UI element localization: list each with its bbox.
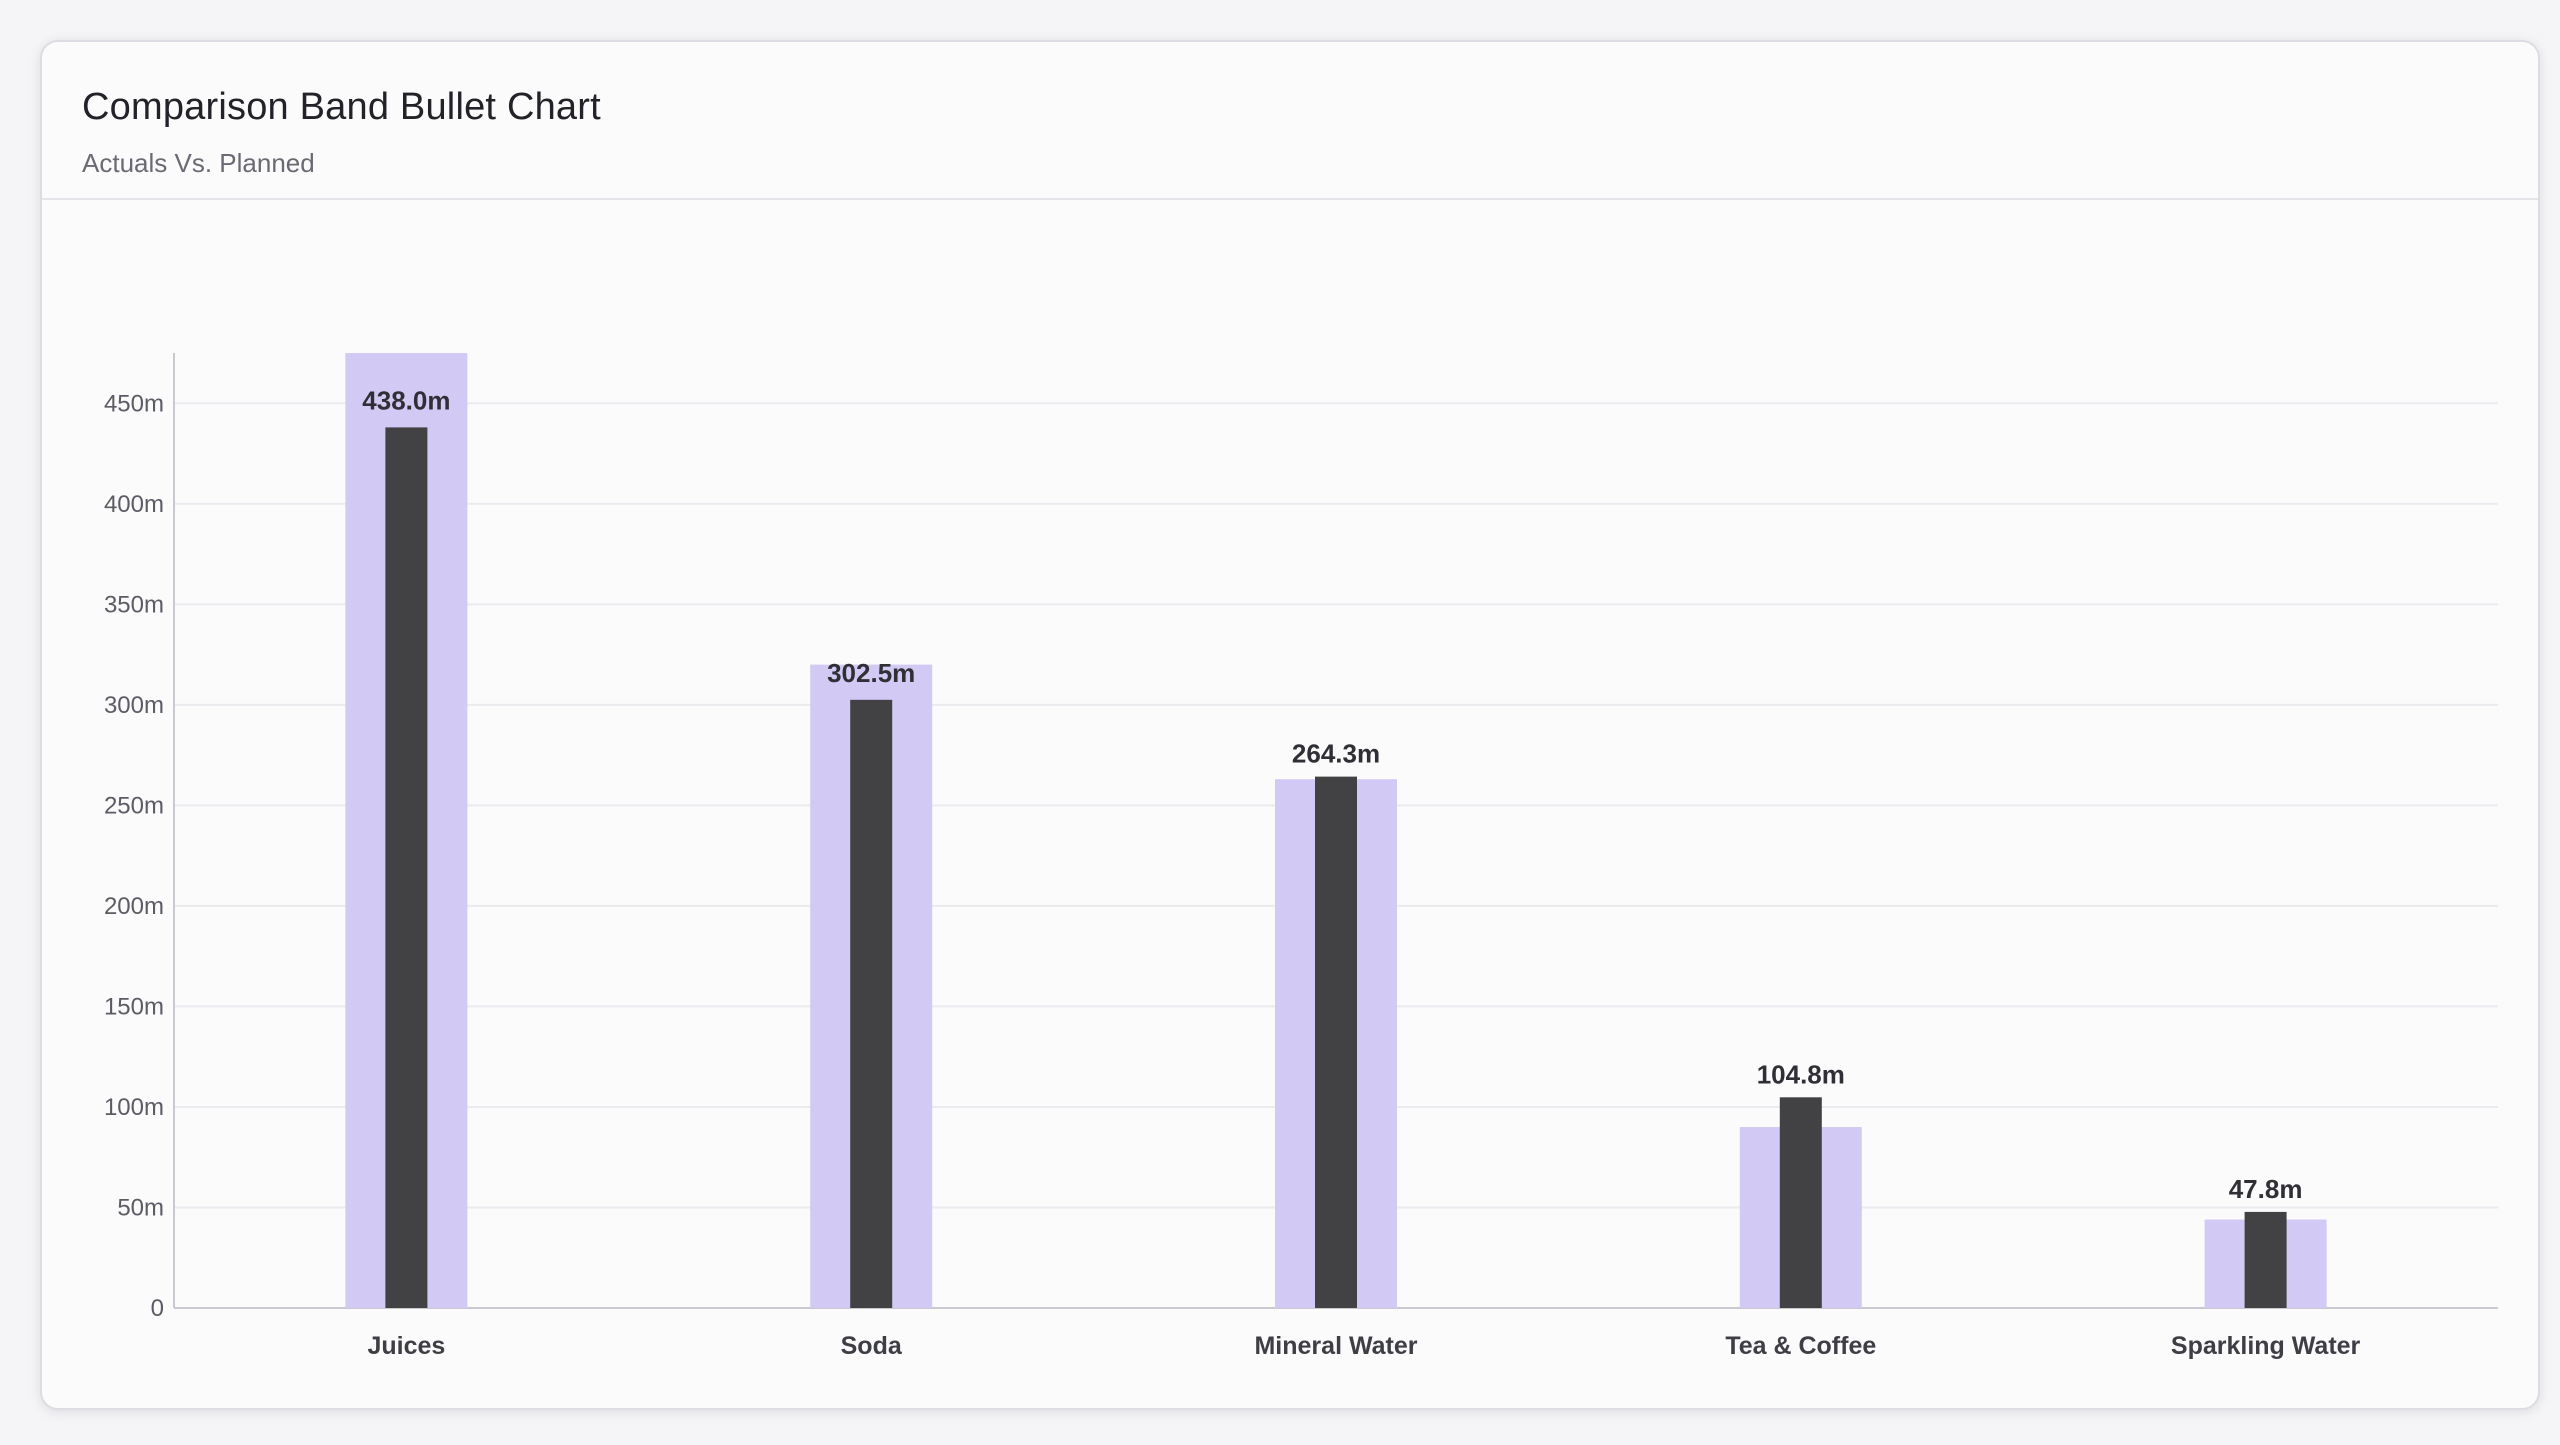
y-tick-label: 200m	[104, 893, 164, 920]
y-tick-label: 50m	[117, 1194, 164, 1221]
y-tick-label: 400m	[104, 491, 164, 518]
y-tick-label: 450m	[104, 390, 164, 417]
x-tick-label: Mineral Water	[1254, 1332, 1417, 1360]
x-tick-label: Juices	[367, 1332, 445, 1360]
y-tick-label: 250m	[104, 792, 164, 819]
actual-bar	[385, 427, 428, 1308]
x-tick-label: Tea & Coffee	[1725, 1332, 1876, 1360]
data-label: 302.5m	[827, 658, 915, 688]
actual-bar	[1779, 1097, 1822, 1308]
data-label: 438.0m	[362, 385, 450, 415]
chart-title: Comparison Band Bullet Chart	[82, 86, 601, 128]
data-label: 264.3m	[1292, 739, 1380, 769]
y-tick-label: 150m	[104, 993, 164, 1020]
x-tick-label: Soda	[841, 1332, 903, 1360]
actual-bar	[2244, 1211, 2287, 1308]
actual-bar	[1315, 776, 1357, 1308]
data-label: 47.8m	[2229, 1174, 2303, 1204]
data-label: 104.8m	[1757, 1059, 1845, 1089]
y-tick-label: 0	[151, 1295, 164, 1322]
x-tick-label: Sparkling Water	[2171, 1332, 2361, 1360]
y-tick-label: 300m	[104, 692, 164, 719]
actual-bar	[850, 699, 893, 1308]
chart-subtitle: Actuals Vs. Planned	[82, 148, 315, 178]
y-tick-label: 350m	[104, 591, 164, 618]
card-header: Comparison Band Bullet Chart Actuals Vs.…	[42, 42, 2538, 200]
y-tick-label: 100m	[104, 1094, 164, 1121]
